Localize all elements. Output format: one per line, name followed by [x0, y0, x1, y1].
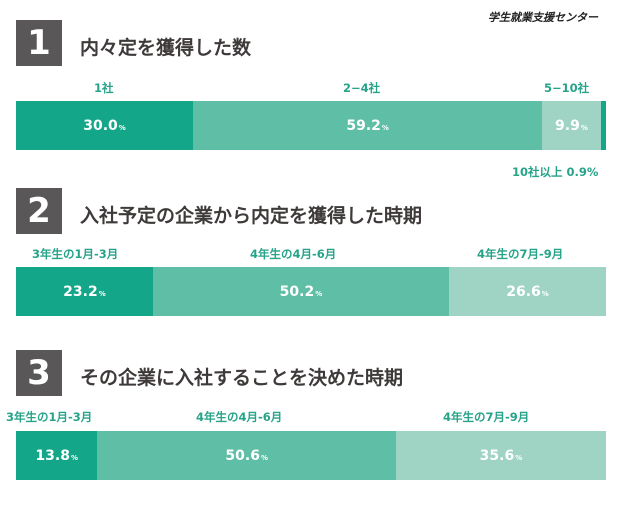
- segment-unit: %: [260, 453, 268, 462]
- segment-value: 59.2: [346, 117, 381, 134]
- segment-value: 13.8: [35, 447, 70, 464]
- category-label: 2−4社: [343, 81, 381, 95]
- bar-segment: 13.8%: [16, 431, 98, 480]
- stacked-bar: 30.0% 59.2% 9.9%: [16, 101, 606, 150]
- category-label: 4年生の7月-9月: [443, 410, 530, 424]
- segment-value-label: 30.0%: [83, 118, 126, 134]
- segment-value-label: 26.6%: [506, 284, 549, 300]
- segment-value-label: 50.6%: [225, 448, 268, 464]
- small-segment-note: 10社以上 0.9%: [512, 165, 599, 179]
- chart-title: 内々定を獲得した数: [80, 37, 252, 59]
- segment-unit: %: [98, 289, 106, 298]
- bar-segment: 26.6%: [449, 267, 606, 316]
- segment-unit: %: [580, 123, 588, 132]
- segment-value: 35.6: [479, 447, 515, 464]
- section-number: 3: [16, 350, 62, 396]
- segment-value: 30.0: [83, 117, 118, 134]
- bar-segment: 59.2%: [193, 101, 543, 150]
- bar-segment: [600, 101, 606, 150]
- category-label: 3年生の1月-3月: [32, 247, 119, 261]
- bar-segment: 23.2%: [16, 267, 153, 316]
- category-label: 4年生の7月-9月: [477, 247, 564, 261]
- bar-segment: 9.9%: [542, 101, 601, 150]
- segment-value: 26.6: [506, 283, 541, 300]
- category-label: 4年生の4月-6月: [196, 410, 283, 424]
- chart-title: 入社予定の企業から内定を獲得した時期: [80, 205, 423, 227]
- section-number: 2: [16, 188, 62, 234]
- segment-value: 50.6: [225, 447, 260, 464]
- bar-segment: 50.6%: [97, 431, 396, 480]
- stacked-bar: 13.8% 50.6% 35.6%: [16, 431, 606, 480]
- segment-value-label: 9.9%: [555, 118, 588, 134]
- segment-value: 50.2: [279, 283, 315, 300]
- segment-value-label: 50.2%: [280, 284, 323, 300]
- segment-unit: %: [541, 289, 549, 298]
- segment-unit: %: [118, 123, 126, 132]
- bar-segment: 35.6%: [395, 431, 606, 480]
- segment-unit: %: [70, 453, 78, 462]
- chart-title: その企業に入社することを決めた時期: [80, 367, 404, 389]
- segment-value-label: 23.2%: [63, 284, 106, 300]
- category-label: 1社: [94, 81, 114, 95]
- segment-value-label: 59.2%: [346, 118, 389, 134]
- brand-logo-text: 学生就業支援センター: [488, 11, 598, 24]
- category-label: 5−10社: [544, 81, 590, 95]
- segment-unit: %: [315, 289, 323, 298]
- category-label: 4年生の4月-6月: [250, 247, 337, 261]
- segment-value: 23.2: [63, 283, 98, 300]
- bar-segment: 30.0%: [16, 101, 193, 150]
- segment-unit: %: [515, 453, 523, 462]
- segment-unit: %: [381, 123, 389, 132]
- bar-segment: 50.2%: [152, 267, 450, 316]
- segment-value-label: 13.8%: [35, 448, 78, 464]
- segment-value: 9.9: [555, 117, 580, 134]
- category-label: 3年生の1月-3月: [6, 410, 93, 424]
- segment-value-label: 35.6%: [480, 448, 523, 464]
- section-number: 1: [16, 20, 62, 66]
- stacked-bar: 23.2% 50.2% 26.6%: [16, 267, 606, 316]
